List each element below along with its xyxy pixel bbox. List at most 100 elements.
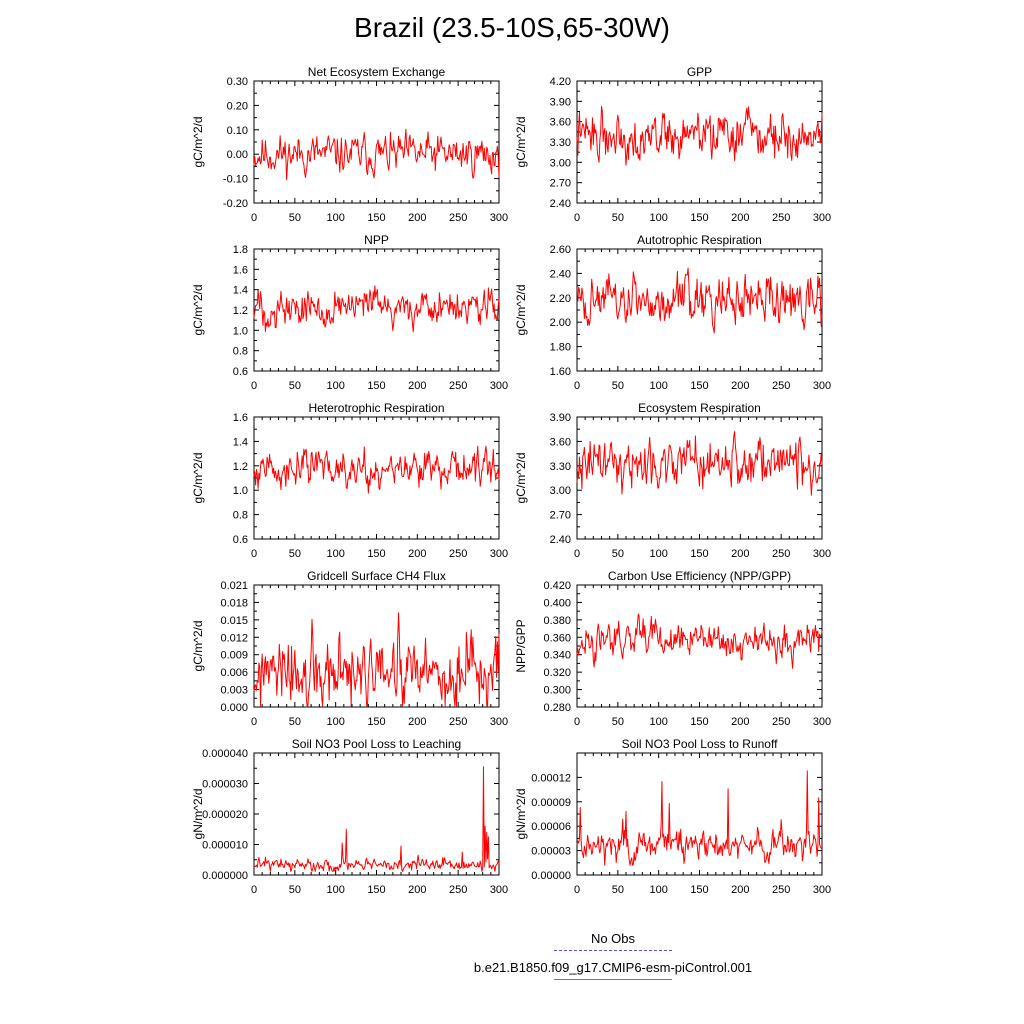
x-tick-label: 300: [813, 884, 831, 896]
y-tick-label: 0.6: [233, 366, 248, 378]
y-tick-label: 0.30: [227, 76, 248, 88]
y-tick-label: 0.006: [220, 667, 248, 679]
y-tick-label: 3.60: [550, 436, 571, 448]
x-tick-label: 300: [490, 212, 508, 224]
y-tick-label: 0.009: [220, 650, 248, 662]
y-tick-label: 3.90: [550, 96, 571, 108]
x-tick-label: 150: [690, 716, 708, 728]
y-tick-label: 2.40: [550, 534, 571, 546]
x-tick-label: 150: [690, 212, 708, 224]
y-tick-label: 2.70: [550, 178, 571, 190]
x-tick-label: 100: [649, 716, 667, 728]
panel-title: Net Ecosystem Exchange: [308, 65, 446, 79]
y-tick-label: 0.300: [543, 685, 571, 697]
series-line: [253, 445, 500, 494]
y-tick-label: 1.6: [233, 412, 248, 424]
x-tick-label: 0: [574, 884, 580, 896]
x-tick-label: 0: [251, 716, 257, 728]
x-tick-label: 50: [612, 548, 624, 560]
y-tick-label: 0.00006: [531, 821, 571, 833]
x-tick-label: 300: [813, 380, 831, 392]
x-tick-label: 150: [367, 380, 385, 392]
x-tick-label: 200: [731, 884, 749, 896]
y-tick-label: 0.380: [543, 615, 571, 627]
x-tick-label: 250: [772, 548, 790, 560]
y-tick-label: 3.30: [550, 137, 571, 149]
y-tick-label: 0.012: [220, 632, 248, 644]
x-tick-label: 250: [772, 212, 790, 224]
x-tick-label: 50: [612, 884, 624, 896]
x-tick-label: 200: [408, 548, 426, 560]
x-tick-label: 0: [251, 884, 257, 896]
y-tick-label: 0.000010: [202, 840, 248, 852]
y-tick-label: 1.4: [233, 436, 248, 448]
series-line: [253, 612, 500, 707]
y-tick-label: 0.280: [543, 702, 571, 714]
y-tick-label: 2.70: [550, 510, 571, 522]
x-tick-label: 150: [690, 380, 708, 392]
series-line: [253, 285, 500, 333]
x-tick-label: 200: [731, 716, 749, 728]
x-tick-label: 150: [367, 548, 385, 560]
y-tick-label: 0.400: [543, 597, 571, 609]
series-line: [576, 430, 823, 496]
x-tick-label: 150: [367, 212, 385, 224]
panel-title: Ecosystem Respiration: [638, 401, 761, 415]
x-tick-label: 0: [574, 548, 580, 560]
panel-title: Soil NO3 Pool Loss to Runoff: [622, 737, 779, 751]
y-tick-label: 1.80: [550, 342, 571, 354]
panel-5: Heterotrophic Respiration gC/m^2/d 0.6 0.8 1…: [191, 401, 508, 560]
x-tick-label: 0: [251, 548, 257, 560]
x-tick-label: 50: [612, 212, 624, 224]
y-axis-label: gC/m^2/d: [191, 285, 205, 336]
panel-7: Gridcell Surface CH4 Flux gC/m^2/d 0.000 0.…: [191, 569, 508, 728]
x-tick-label: 50: [612, 716, 624, 728]
legend: No Obs b.e21.B1850.f09_g17.CMIP6-esm-piC…: [440, 930, 786, 988]
x-tick-label: 150: [367, 716, 385, 728]
y-tick-label: 2.40: [550, 268, 571, 280]
x-tick-label: 250: [772, 884, 790, 896]
x-tick-label: 0: [574, 716, 580, 728]
y-tick-label: 0.000040: [202, 748, 248, 760]
x-tick-label: 200: [731, 380, 749, 392]
panel-2: GPP gC/m^2/d 2.40 2.70 3.00 3.30 3.60 3.90 4.20 0…: [514, 65, 831, 224]
y-tick-label: 0.015: [220, 615, 248, 627]
y-tick-label: 2.00: [550, 317, 571, 329]
panel-4: Autotrophic Respiration gC/m^2/d 1.60 1.80 2…: [514, 233, 831, 392]
plot-frame: [253, 416, 500, 540]
x-tick-label: 300: [813, 212, 831, 224]
y-tick-label: 0.00003: [531, 846, 571, 858]
x-tick-label: 250: [449, 716, 467, 728]
x-tick-label: 300: [490, 380, 508, 392]
x-tick-label: 50: [289, 716, 301, 728]
x-tick-label: 200: [408, 212, 426, 224]
y-tick-label: 0.021: [220, 580, 248, 592]
panel-title: GPP: [687, 65, 712, 79]
x-tick-label: 100: [649, 884, 667, 896]
panel-9: Soil NO3 Pool Loss to LeachinggN/m^2/d0.…: [191, 737, 508, 896]
x-tick-label: 150: [367, 884, 385, 896]
y-tick-label: 2.60: [550, 244, 571, 256]
y-tick-label: 1.2: [233, 461, 248, 473]
y-tick-label: 0.00012: [531, 772, 571, 784]
x-tick-label: 100: [326, 884, 344, 896]
x-tick-label: 50: [289, 380, 301, 392]
x-tick-label: 100: [649, 548, 667, 560]
page-title: Brazil (23.5-10S,65-30W): [354, 12, 670, 43]
x-tick-label: 150: [690, 884, 708, 896]
y-tick-label: 0.320: [543, 667, 571, 679]
x-tick-label: 0: [574, 380, 580, 392]
series-line: [253, 128, 500, 181]
x-tick-label: 300: [813, 548, 831, 560]
x-tick-label: 50: [289, 212, 301, 224]
x-tick-label: 100: [326, 212, 344, 224]
y-axis-label: gC/m^2/d: [514, 453, 528, 504]
x-tick-label: 100: [326, 716, 344, 728]
panel-title: Heterotrophic Respiration: [308, 401, 444, 415]
y-tick-label: 0.00: [227, 149, 248, 161]
legend-label-obs: No Obs: [590, 931, 636, 946]
x-tick-label: 200: [408, 380, 426, 392]
y-tick-label: 1.2: [233, 305, 248, 317]
y-tick-label: 0.8: [233, 510, 248, 522]
